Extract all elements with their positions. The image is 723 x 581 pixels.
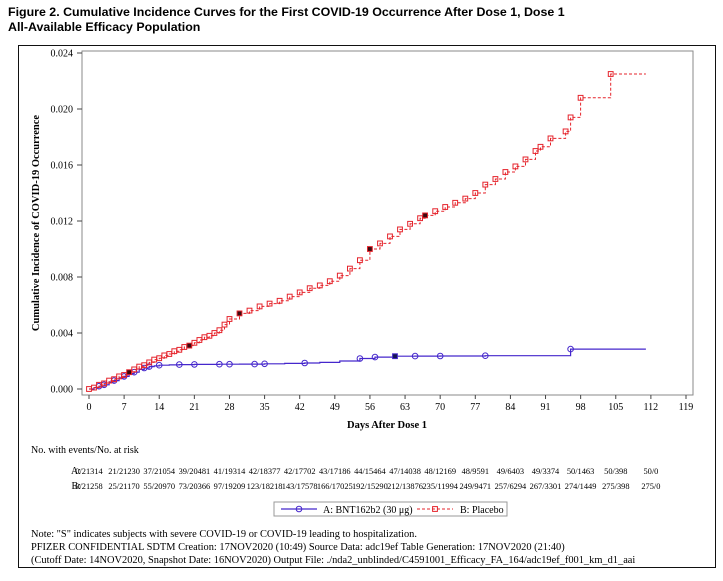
risk-value: 235/11994: [422, 482, 458, 491]
legend-label-placebo: B: Placebo: [460, 505, 504, 516]
svg-text:119: 119: [679, 402, 694, 413]
svg-text:7: 7: [122, 402, 127, 413]
plot-border: [81, 50, 694, 396]
risk-value: 44/15464: [354, 467, 386, 476]
svg-text:77: 77: [470, 402, 480, 413]
legend-box: [273, 501, 508, 517]
series-placebo: [86, 71, 646, 392]
risk-value: 48/9591: [462, 467, 489, 476]
svg-text:112: 112: [644, 402, 659, 413]
footnote-cutoff: (Cutoff Date: 14NOV2020, Snapshot Date: …: [31, 555, 635, 566]
risk-value: 49/3374: [532, 467, 560, 476]
risk-value: 55/20970: [143, 482, 175, 491]
risk-value: 212/13876: [387, 482, 423, 491]
risk-table-label: No. with events/No. at risk: [31, 445, 139, 456]
risk-value: 48/12169: [424, 467, 456, 476]
risk-row-label: B:: [72, 481, 81, 492]
series-bnt162b2: [89, 345, 646, 390]
svg-text:0.000: 0.000: [51, 384, 74, 395]
svg-text:0.012: 0.012: [51, 216, 74, 227]
risk-value: 249/9471: [459, 482, 491, 491]
series-b-line: [89, 73, 646, 390]
svg-text:49: 49: [330, 402, 340, 413]
risk-value: 257/6294: [495, 482, 527, 491]
svg-text:21: 21: [189, 402, 199, 413]
svg-text:28: 28: [224, 402, 234, 413]
risk-value: 50/398: [604, 467, 627, 476]
risk-value: 0/21258: [75, 482, 102, 491]
svg-text:0: 0: [87, 402, 92, 413]
svg-text:70: 70: [435, 402, 445, 413]
figure-title-line1: Figure 2. Cumulative Incidence Curves fo…: [8, 5, 565, 19]
risk-value: 275/398: [602, 482, 629, 491]
svg-text:0.016: 0.016: [51, 160, 74, 171]
figure-title-line2: All-Available Efficacy Population: [8, 20, 201, 34]
risk-value: 192/15290: [352, 482, 388, 491]
footnote-confidential: PFIZER CONFIDENTIAL SDTM Creation: 17NOV…: [31, 542, 565, 553]
risk-value: 47/14038: [389, 467, 421, 476]
svg-text:0.020: 0.020: [51, 104, 74, 115]
risk-value: 73/20366: [179, 482, 211, 491]
risk-value: 123/18218: [247, 482, 283, 491]
risk-value: 21/21230: [108, 467, 140, 476]
figure-box: 0 7 14 21 28 35 42 49 56 63 70 77 84 91 98 105 112 119 0.0…: [18, 45, 716, 568]
risk-value: 0/21314: [75, 467, 103, 476]
svg-text:0.004: 0.004: [51, 328, 74, 339]
svg-text:98: 98: [576, 402, 586, 413]
risk-value: 42/18377: [249, 467, 281, 476]
x-axis: 0 7 14 21 28 35 42 49 56 63 70 77 84 91 98 105 112 119: [87, 395, 694, 413]
risk-row-label: A:: [71, 466, 81, 477]
y-axis-title: Cumulative Incidence of COVID-19 Occurre…: [31, 115, 42, 332]
risk-value: 97/19209: [214, 482, 246, 491]
svg-text:105: 105: [608, 402, 623, 413]
risk-value: 49/6403: [497, 467, 524, 476]
svg-text:35: 35: [260, 402, 270, 413]
risk-table: A:0/21314 21/21230 37/21054 39/20481 41/1931…: [71, 466, 660, 492]
plot-layer: 0 7 14 21 28 35 42 49 56 63 70 77 84 91 98 105 112 119 0.0…: [51, 48, 694, 413]
svg-text:0.008: 0.008: [51, 272, 74, 283]
risk-value: 37/21054: [143, 467, 175, 476]
legend: A: BNT162b2 (30 μg) B: Placebo: [273, 501, 508, 517]
figure-title: Figure 2. Cumulative Incidence Curves fo…: [8, 5, 713, 35]
svg-text:42: 42: [295, 402, 305, 413]
risk-value: 143/17578: [282, 482, 318, 491]
legend-circle-marker: [295, 505, 303, 513]
legend-samples: [281, 505, 453, 513]
risk-value: 166/17025: [317, 482, 353, 491]
legend-square-marker: [432, 506, 438, 512]
km-chart: 0 7 14 21 28 35 42 49 56 63 70 77 84 91 98 105 112 119 0.0…: [31, 48, 694, 566]
svg-text:84: 84: [505, 402, 515, 413]
risk-value: 39/20481: [179, 467, 211, 476]
risk-value: 41/19314: [214, 467, 246, 476]
risk-value: 50/1463: [567, 467, 594, 476]
svg-text:56: 56: [365, 402, 375, 413]
risk-value: 42/17702: [284, 467, 316, 476]
y-axis: 0.000 0.004 0.008 0.012 0.016 0.020 0.024: [51, 48, 82, 395]
risk-value: 25/21170: [108, 482, 139, 491]
svg-text:14: 14: [154, 402, 164, 413]
series-a-line: [89, 348, 646, 390]
legend-label-vaccine: A: BNT162b2 (30 μg): [323, 505, 413, 516]
footnote-severe: Note: "S" indicates subjects with severe…: [31, 529, 417, 540]
x-axis-title: Days After Dose 1: [347, 420, 427, 431]
risk-value: 43/17186: [319, 467, 351, 476]
svg-text:91: 91: [541, 402, 551, 413]
risk-value: 267/3301: [530, 482, 562, 491]
risk-value: 50/0: [643, 467, 658, 476]
svg-text:0.024: 0.024: [51, 48, 74, 59]
risk-value: 274/1449: [565, 482, 597, 491]
risk-value: 275/0: [641, 482, 660, 491]
svg-text:63: 63: [400, 402, 410, 413]
